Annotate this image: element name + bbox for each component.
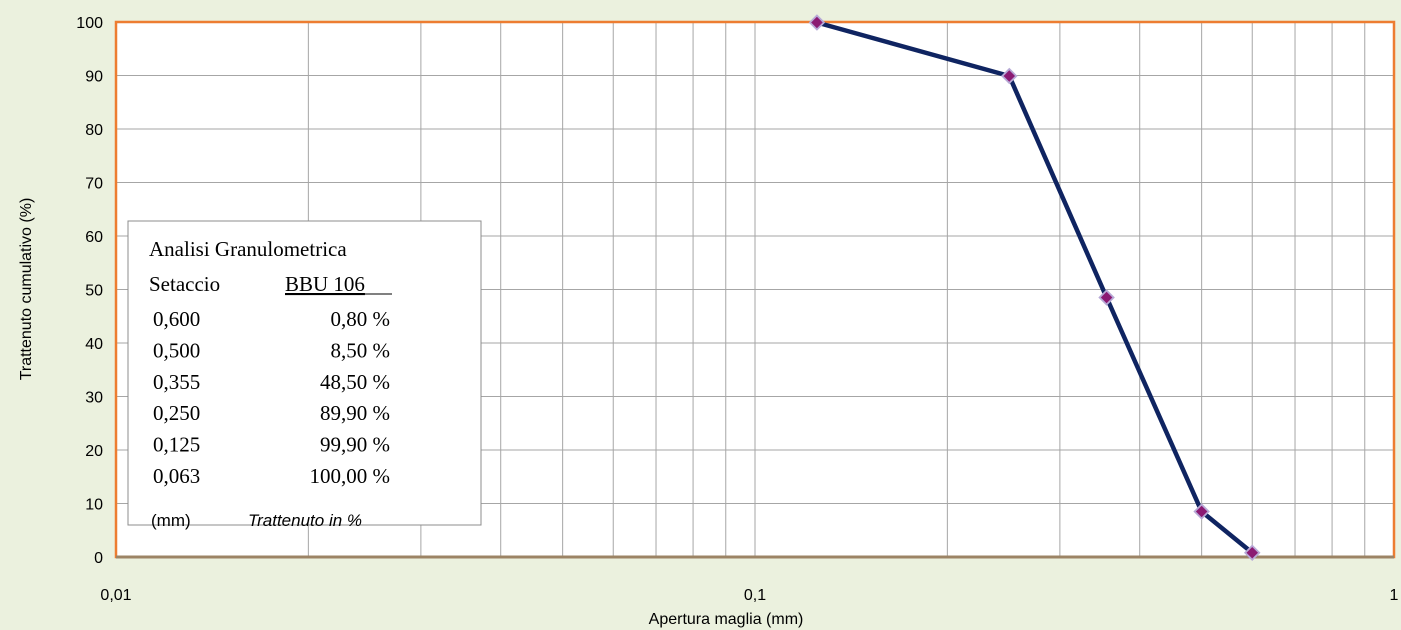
legend-footer-unit: (mm): [151, 511, 191, 530]
x-tick-label: 0,1: [744, 587, 766, 604]
legend-col1-header: Setaccio: [149, 272, 220, 296]
legend-rows: 0,600 0,80 % 0,500 8,50 % 0,355 48,50 % 0,250 8…: [153, 307, 390, 488]
x-axis-title: Apertura maglia (mm): [649, 611, 804, 628]
y-tick-label: 0: [94, 550, 103, 567]
y-tick-labels: 0 10 20 30 40 50 60 70 80 90 100: [76, 15, 103, 567]
legend-row-sieve: 0,355: [153, 370, 200, 394]
x-tick-label: 1: [1390, 587, 1399, 604]
legend-row-value: 8,50 %: [331, 338, 391, 362]
legend-row-value: 48,50 %: [320, 370, 390, 394]
legend-row-sieve: 0,600: [153, 307, 200, 331]
legend-row-sieve: 0,500: [153, 338, 200, 362]
legend-row-value: 0,80 %: [331, 307, 391, 331]
y-tick-label: 60: [85, 229, 103, 246]
legend-col2-header: BBU 106: [285, 272, 365, 296]
y-axis-title: Trattenuto cumulativo (%): [18, 198, 35, 381]
legend-row-sieve: 0,250: [153, 401, 200, 425]
y-tick-label: 50: [85, 283, 103, 300]
y-tick-label: 100: [76, 15, 103, 32]
legend-title: Analisi Granulometrica: [149, 237, 347, 261]
y-tick-label: 30: [85, 390, 103, 407]
y-tick-label: 20: [85, 443, 103, 460]
y-tick-label: 80: [85, 122, 103, 139]
marker-layer: [808, 14, 1261, 561]
y-tick-label: 90: [85, 69, 103, 86]
data-point-marker: [808, 14, 826, 31]
legend-row-value: 100,00 %: [310, 464, 391, 488]
legend-frame: [127, 220, 482, 526]
x-tick-label: 0,01: [100, 587, 131, 604]
legend-row-value: 99,90 %: [320, 433, 390, 457]
y-tick-label: 10: [85, 497, 103, 514]
legend-row-value: 89,90 %: [320, 401, 390, 425]
data-point-marker: [1001, 67, 1018, 85]
legend-row-sieve: 0,063: [153, 464, 200, 488]
x-tick-labels: 0,01 0,1 1: [100, 587, 1398, 604]
legend-box: Analisi Granulometrica Setaccio BBU 106 …: [127, 220, 482, 530]
y-tick-label: 40: [85, 336, 103, 353]
y-tick-label: 70: [85, 176, 103, 193]
legend-row-sieve: 0,125: [153, 433, 200, 457]
data-point-marker: [1243, 544, 1261, 561]
data-point-marker: [1193, 503, 1210, 520]
legend-footer-caption: Trattenuto in %: [248, 511, 362, 530]
data-point-marker: [1098, 289, 1115, 306]
